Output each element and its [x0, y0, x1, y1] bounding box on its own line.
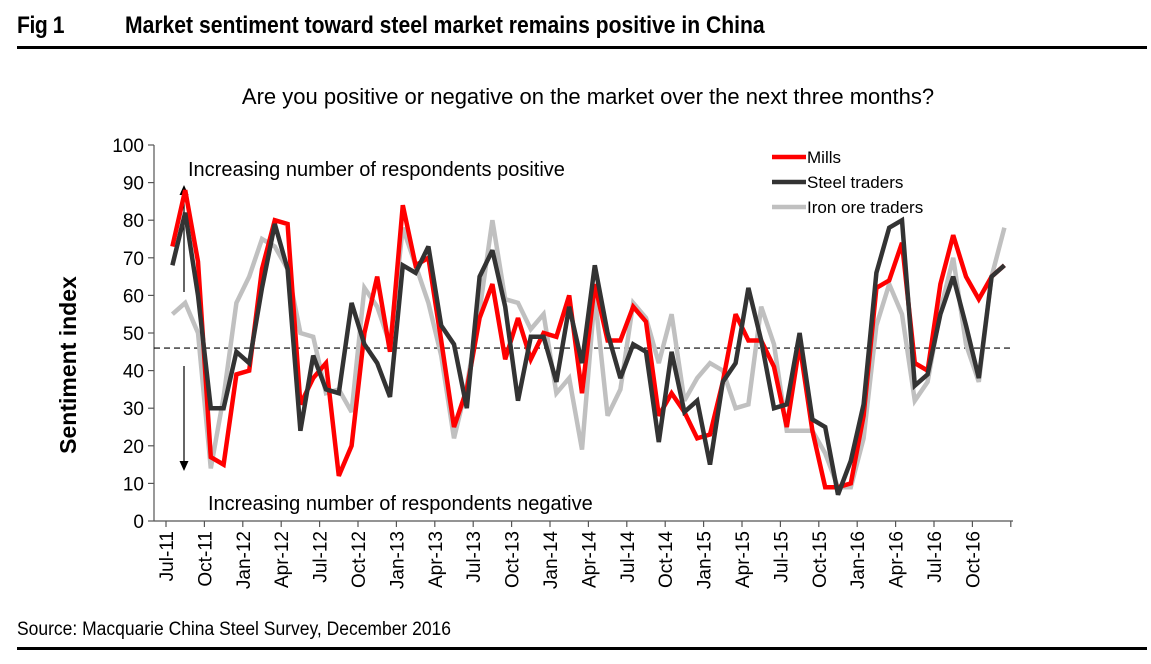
x-tick-label: Jul-16	[925, 531, 946, 583]
x-tick-label: Oct-12	[349, 531, 370, 588]
series-layer	[170, 189, 1007, 496]
x-tick-label: Apr-15	[733, 531, 754, 588]
x-tick-label: Jul-15	[771, 531, 792, 583]
legend-label: Mills	[807, 148, 841, 167]
chart-legend: Mills Steel traders Iron ore traders	[772, 148, 923, 217]
y-tick-label: 70	[123, 249, 144, 270]
x-tick-label: Oct-15	[810, 531, 831, 588]
y-tick-label: 90	[123, 174, 144, 195]
annotation-negative: Increasing number of respondents negativ…	[208, 493, 593, 515]
x-tick-label: Apr-16	[887, 531, 908, 588]
legend-label: Iron ore traders	[807, 198, 923, 217]
series-line-mills	[170, 189, 1006, 490]
y-axis-title: Sentiment index	[55, 276, 81, 454]
chart-subtitle: Are you positive or negative on the mark…	[242, 84, 934, 109]
x-tick-label: Jan-16	[848, 531, 869, 589]
x-tick-label: Apr-13	[426, 531, 447, 588]
x-tick-label: Jul-14	[618, 531, 639, 583]
y-tick-label: 80	[123, 211, 144, 232]
x-tick-label: Oct-14	[656, 531, 677, 588]
y-tick-label: 100	[112, 136, 144, 157]
x-tick-label: Apr-14	[579, 531, 600, 588]
x-tick-label: Jan-14	[541, 531, 562, 590]
figure-footer: Source: Macquarie China Steel Survey, De…	[17, 617, 1147, 650]
x-tick-label: Oct-11	[195, 531, 216, 587]
figure-number: Fig 1	[17, 12, 65, 39]
y-tick-label: 40	[123, 362, 144, 383]
y-tick-label: 0	[133, 512, 144, 533]
x-tick-label: Jul-11	[157, 531, 178, 581]
x-tick-label: Jul-12	[311, 531, 332, 583]
x-tick-label: Jan-13	[387, 531, 408, 589]
arrow-down-icon	[179, 366, 189, 471]
y-axis: 0 10 20 30 40 50 60 70 80 90 100	[112, 136, 155, 533]
y-tick-label: 60	[123, 286, 144, 307]
x-tick-label: Oct-13	[503, 531, 524, 588]
x-tick-label: Apr-12	[272, 531, 293, 588]
x-tick-label: Oct-16	[963, 531, 984, 588]
annotation-positive: Increasing number of respondents positiv…	[188, 159, 565, 181]
x-tick-label: Jan-12	[234, 531, 255, 589]
source-note: Source: Macquarie China Steel Survey, De…	[17, 619, 451, 640]
y-tick-label: 30	[123, 399, 144, 420]
x-tick-label: Jul-13	[464, 531, 485, 583]
y-tick-label: 50	[123, 324, 144, 345]
x-tick-label: Jan-15	[695, 531, 716, 589]
figure-title: Market sentiment toward steel market rem…	[125, 12, 765, 39]
series-line-steel-traders	[170, 212, 1006, 496]
y-tick-label: 20	[123, 437, 144, 458]
series-line-iron-ore-traders	[170, 219, 1007, 490]
figure-header: Fig 1 Market sentiment toward steel mark…	[17, 6, 1147, 49]
y-tick-label: 10	[123, 474, 144, 495]
x-axis: Jul-11 Oct-11 Jan-12 Apr-12 Jul-12 Oct-12 Jan-…	[154, 520, 1013, 590]
legend-label: Steel traders	[807, 173, 903, 192]
